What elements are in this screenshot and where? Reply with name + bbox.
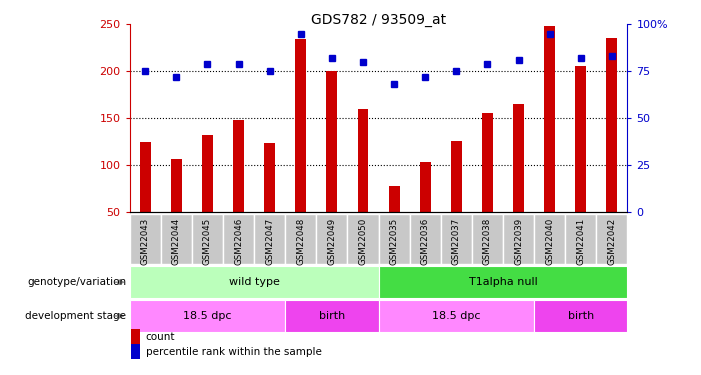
Bar [316, 214, 348, 264]
Bar [544, 26, 555, 212]
Bar [576, 66, 586, 212]
Bar [441, 214, 472, 264]
Text: GSM22043: GSM22043 [141, 218, 150, 265]
Bar [161, 214, 192, 264]
Bar [379, 214, 409, 264]
Bar [264, 142, 275, 212]
Bar [285, 300, 379, 332]
Text: GDS782 / 93509_at: GDS782 / 93509_at [311, 13, 446, 27]
Bar [503, 214, 534, 264]
Text: GSM22044: GSM22044 [172, 218, 181, 265]
Bar [192, 214, 223, 264]
Text: 18.5 dpc: 18.5 dpc [183, 311, 232, 321]
Bar [130, 214, 161, 264]
Bar [254, 214, 285, 264]
Bar [358, 109, 369, 212]
Bar [606, 39, 618, 212]
Bar [482, 112, 493, 212]
Bar [285, 214, 316, 264]
Text: GSM22050: GSM22050 [358, 218, 367, 265]
Text: GSM22042: GSM22042 [607, 218, 616, 265]
Bar [451, 141, 462, 212]
Text: T1alpha null: T1alpha null [468, 277, 538, 287]
Bar [233, 120, 244, 212]
Text: count: count [146, 332, 175, 342]
Bar [565, 214, 597, 264]
Text: wild type: wild type [229, 277, 280, 287]
Text: 18.5 dpc: 18.5 dpc [432, 311, 481, 321]
Text: GSM22047: GSM22047 [265, 218, 274, 265]
Text: birth: birth [568, 311, 594, 321]
Text: GSM22036: GSM22036 [421, 218, 430, 265]
Text: GSM22049: GSM22049 [327, 218, 336, 265]
Bar [130, 300, 285, 332]
Bar [139, 142, 151, 212]
Text: GSM22045: GSM22045 [203, 218, 212, 265]
Text: GSM22040: GSM22040 [545, 218, 554, 265]
Bar [409, 214, 441, 264]
Bar [295, 39, 306, 212]
Text: development stage: development stage [25, 311, 126, 321]
Bar [171, 159, 182, 212]
Bar [379, 266, 627, 298]
Bar [130, 266, 379, 298]
Text: birth: birth [319, 311, 345, 321]
Bar [472, 214, 503, 264]
Text: GSM22037: GSM22037 [452, 218, 461, 265]
Bar [534, 300, 627, 332]
Text: GSM22035: GSM22035 [390, 218, 399, 265]
Text: GSM22046: GSM22046 [234, 218, 243, 265]
Bar [223, 214, 254, 264]
Bar [534, 214, 565, 264]
Text: GSM22039: GSM22039 [514, 218, 523, 265]
Bar [420, 162, 430, 212]
Text: genotype/variation: genotype/variation [27, 277, 126, 287]
Text: GSM22038: GSM22038 [483, 218, 492, 265]
Bar [513, 104, 524, 212]
Bar [348, 214, 379, 264]
Text: percentile rank within the sample: percentile rank within the sample [146, 347, 322, 357]
Bar [379, 300, 534, 332]
Text: GSM22041: GSM22041 [576, 218, 585, 265]
Bar [202, 135, 213, 212]
Bar [388, 186, 400, 212]
Bar [597, 214, 627, 264]
Bar [327, 71, 337, 212]
Text: GSM22048: GSM22048 [297, 218, 305, 265]
